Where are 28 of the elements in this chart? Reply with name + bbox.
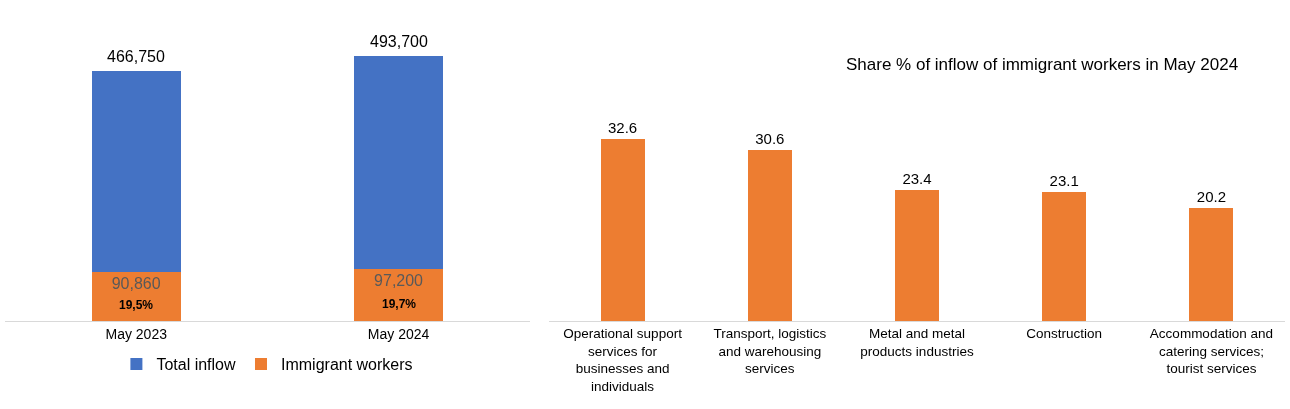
x-tick-label: May 2024 (367, 325, 430, 342)
bar (1189, 208, 1234, 321)
total-label: 493,700 (370, 33, 428, 50)
data-label: 23.4 (902, 170, 932, 188)
x-tick-label: Transport, logistics and warehousing services (713, 326, 827, 377)
annotation: 19,7% (382, 297, 417, 311)
data-label: 97,200 (374, 271, 424, 289)
data-label: 30.6 (755, 130, 785, 148)
bar (600, 139, 645, 321)
bar (1042, 192, 1087, 321)
legend-label: Total inflow (156, 356, 236, 374)
data-label: 32.6 (608, 119, 638, 137)
data-label: 20.2 (1196, 188, 1226, 206)
bar (747, 150, 792, 321)
chart-title: Share % of inflow of immigrant workers in May 2024 (846, 55, 1239, 74)
x-tick-label: Operational support services for businesses and individuals (563, 326, 683, 394)
x-tick-label: Accommodation and catering services; tourist services (1149, 326, 1273, 377)
x-tick-label: Metal and metal products industries (860, 326, 974, 359)
data-label: 90,860 (111, 275, 161, 293)
x-tick-label: Construction (1026, 326, 1103, 342)
data-label: 23.1 (1049, 172, 1079, 190)
legend-label: Immigrant workers (280, 356, 413, 374)
annotation: 19,5% (119, 298, 154, 312)
x-tick-label: May 2023 (105, 325, 168, 342)
bar (91, 70, 181, 273)
bar (894, 190, 940, 321)
bar (353, 56, 444, 269)
total-label: 466,750 (107, 48, 165, 65)
